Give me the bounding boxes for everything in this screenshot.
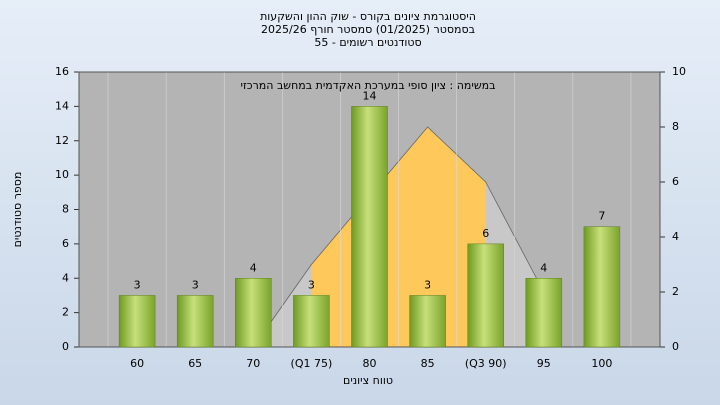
y2-tick-label: 0 [672, 340, 679, 353]
bar [351, 106, 388, 348]
y2-tick-label: 4 [672, 230, 679, 243]
y-tick-label: 2 [62, 306, 69, 319]
x-tick-label: 85 [421, 357, 435, 370]
data-label: 3 [134, 278, 141, 291]
bar [293, 295, 330, 348]
x-tick-label: 65 [188, 357, 202, 370]
bar [409, 295, 446, 348]
y-tick-label: 0 [62, 340, 69, 353]
y2-tick-label: 6 [672, 175, 679, 188]
x-tick-label: (Q3 90) [465, 357, 507, 370]
y2-tick-label: 2 [672, 285, 679, 298]
title-line: היסטוגרמת ציונים בקורס - שוק ההון והשקעו… [260, 10, 476, 23]
x-tick-label: 60 [130, 357, 144, 370]
bar [235, 278, 272, 348]
bar [118, 295, 156, 348]
y-tick-label: 6 [62, 237, 69, 250]
y-axis-label: מספר סטודנטים [11, 172, 24, 248]
y2-tick-label: 10 [672, 65, 686, 78]
data-label: 14 [363, 89, 377, 102]
bar [525, 278, 563, 348]
y-tick-label: 16 [55, 65, 69, 78]
data-label: 7 [598, 210, 605, 223]
y-tick-label: 10 [55, 168, 69, 181]
annotation: במשימה : ציון סופי במערכת האקדמית במחשב … [241, 79, 496, 92]
title-line: בסמסטר (01/2025) סמסטר חורף 2025/26 [261, 23, 475, 36]
y-tick-label: 8 [62, 203, 69, 216]
bar [583, 226, 621, 348]
title-line: סטודנטים רשומים - 55 [314, 36, 421, 49]
data-label: 3 [308, 278, 315, 291]
x-tick-label: (Q1 75) [291, 357, 333, 370]
x-tick-label: 80 [363, 357, 377, 370]
data-label: 4 [250, 261, 257, 274]
x-tick-label: 100 [591, 357, 612, 370]
x-axis-label: טווח ציונים [343, 374, 393, 387]
data-label: 4 [540, 261, 547, 274]
y2-tick-label: 8 [672, 120, 679, 133]
y-tick-label: 12 [55, 134, 69, 147]
bar [176, 295, 214, 348]
y-tick-label: 14 [55, 99, 69, 112]
bar [467, 243, 504, 348]
data-label: 3 [192, 278, 199, 291]
x-tick-label: 70 [246, 357, 260, 370]
y-tick-label: 4 [62, 271, 69, 284]
data-label: 3 [424, 278, 431, 291]
data-label: 6 [482, 227, 489, 240]
x-tick-label: 95 [537, 357, 551, 370]
